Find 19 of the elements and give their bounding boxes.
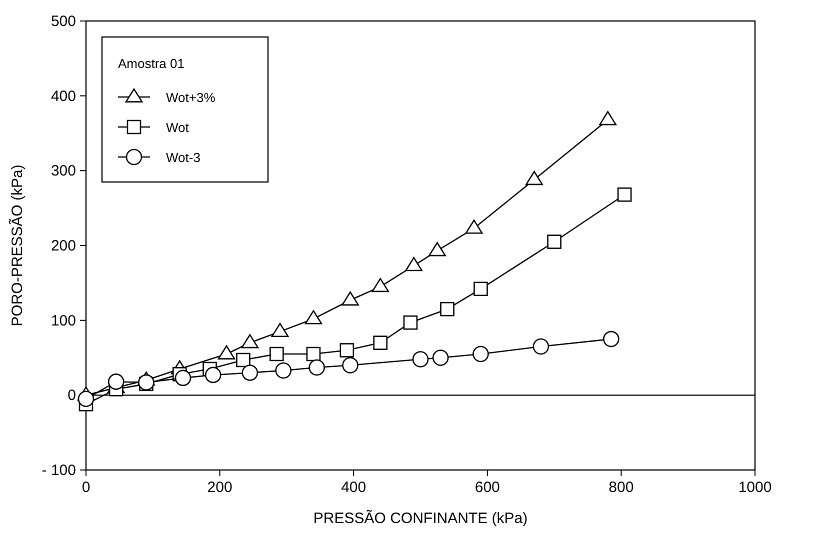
x-tick-label: 800 [608, 479, 634, 496]
y-tick-label: 400 [50, 88, 76, 105]
legend-title: Amostra 01 [118, 56, 184, 71]
y-axis-title: PORO-PRESSÃO (kPa) [8, 164, 26, 326]
legend-label: Wot+3% [166, 90, 216, 105]
y-tick-label: 200 [50, 238, 76, 254]
legend-label: Wot [166, 120, 190, 135]
y-tick-label: 500 [50, 13, 76, 30]
x-tick-label: 600 [474, 479, 500, 496]
y-tick-label: 100 [50, 312, 76, 330]
y-tick-label: - 100 [42, 462, 76, 479]
y-tick-label: 0 [68, 387, 76, 404]
x-axis-title: PRESSÃO CONFINANTE (kPa) [313, 509, 528, 527]
x-tick-label: 0 [82, 479, 90, 496]
x-tick-label: 400 [341, 479, 366, 496]
y-tick-label: 300 [50, 162, 76, 180]
x-tick-label: 1000 [738, 479, 772, 496]
x-tick-label: 200 [207, 479, 232, 496]
legend-label: Wot-3 [166, 150, 200, 165]
